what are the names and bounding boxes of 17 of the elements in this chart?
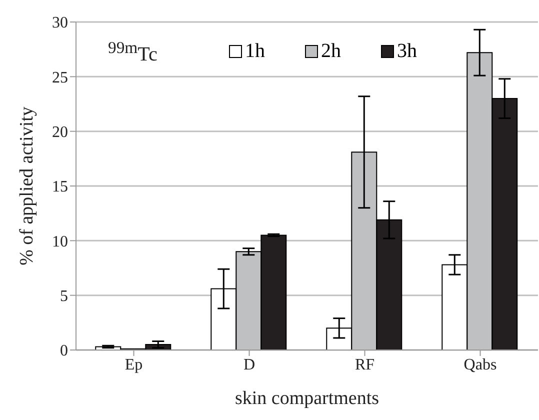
y-tick-label: 30 xyxy=(52,14,68,32)
y-tick-label: 10 xyxy=(52,233,68,250)
annotation: $^{99m}$Tc xyxy=(108,38,158,67)
x-tick-label: RF xyxy=(354,356,375,374)
y-axis-title: % of applied activity xyxy=(16,106,38,266)
y-tick-label: 5 xyxy=(60,288,68,306)
y-tick-label: 20 xyxy=(52,124,68,142)
x-tick-label: Qabs xyxy=(464,356,497,374)
y-tick-label: 0 xyxy=(60,342,68,360)
legend-label: 1h xyxy=(244,40,265,63)
legend-label: 3h xyxy=(396,40,417,63)
legend-label: 2h xyxy=(320,40,341,63)
y-tick-label: 15 xyxy=(52,178,68,196)
x-axis-title: skin compartments xyxy=(234,388,380,409)
x-tick-label: D xyxy=(243,356,256,374)
x-tick-label: Ep xyxy=(124,356,143,374)
y-tick-label: 25 xyxy=(52,69,68,86)
